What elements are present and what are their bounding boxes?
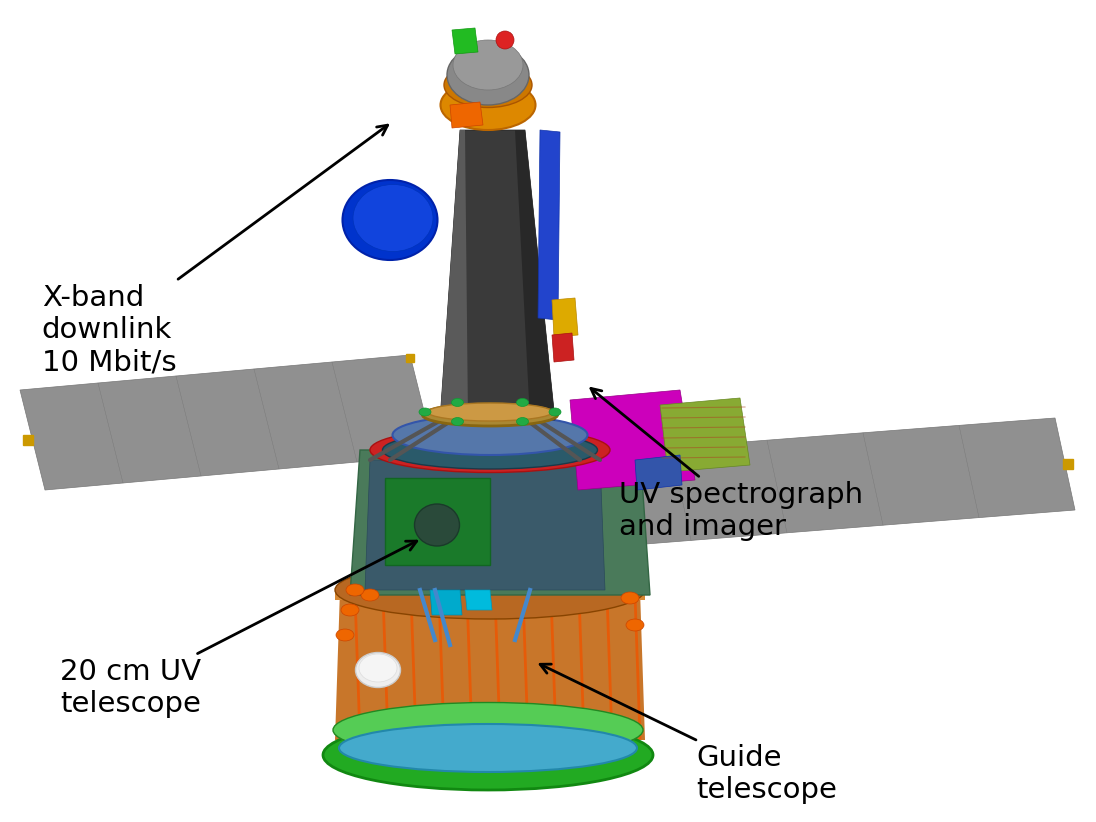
Polygon shape bbox=[450, 102, 483, 128]
Ellipse shape bbox=[452, 399, 464, 406]
Ellipse shape bbox=[441, 80, 536, 130]
Polygon shape bbox=[20, 355, 435, 490]
Ellipse shape bbox=[333, 703, 643, 758]
Ellipse shape bbox=[323, 720, 653, 790]
Ellipse shape bbox=[549, 408, 561, 416]
Polygon shape bbox=[350, 450, 650, 595]
Ellipse shape bbox=[496, 31, 514, 49]
Ellipse shape bbox=[427, 403, 552, 421]
Polygon shape bbox=[430, 590, 463, 615]
Ellipse shape bbox=[516, 418, 528, 426]
Ellipse shape bbox=[414, 504, 459, 546]
Polygon shape bbox=[465, 590, 492, 610]
Ellipse shape bbox=[342, 180, 437, 260]
Ellipse shape bbox=[346, 584, 364, 596]
Polygon shape bbox=[335, 590, 646, 600]
Polygon shape bbox=[365, 460, 605, 590]
Polygon shape bbox=[335, 590, 646, 740]
Polygon shape bbox=[660, 398, 750, 472]
Text: X-band
downlink
10 Mbit/s: X-band downlink 10 Mbit/s bbox=[42, 125, 388, 376]
Polygon shape bbox=[570, 390, 695, 490]
Polygon shape bbox=[439, 130, 468, 420]
Ellipse shape bbox=[626, 619, 644, 631]
Polygon shape bbox=[452, 28, 478, 54]
Ellipse shape bbox=[341, 604, 359, 616]
Polygon shape bbox=[552, 298, 578, 337]
Ellipse shape bbox=[335, 561, 646, 619]
Text: Guide
telescope: Guide telescope bbox=[540, 664, 837, 804]
Ellipse shape bbox=[370, 427, 610, 473]
Ellipse shape bbox=[359, 654, 397, 682]
Ellipse shape bbox=[361, 589, 379, 601]
Ellipse shape bbox=[621, 592, 639, 604]
Polygon shape bbox=[538, 130, 560, 320]
Ellipse shape bbox=[383, 431, 597, 469]
Ellipse shape bbox=[444, 62, 532, 108]
Polygon shape bbox=[552, 333, 574, 362]
Ellipse shape bbox=[453, 40, 523, 90]
Polygon shape bbox=[439, 130, 555, 420]
Ellipse shape bbox=[422, 404, 558, 426]
Polygon shape bbox=[385, 478, 490, 565]
Ellipse shape bbox=[516, 399, 528, 406]
Ellipse shape bbox=[355, 653, 400, 687]
Text: 20 cm UV
telescope: 20 cm UV telescope bbox=[60, 541, 416, 718]
Ellipse shape bbox=[353, 184, 433, 252]
Ellipse shape bbox=[339, 724, 637, 772]
Ellipse shape bbox=[392, 415, 587, 455]
Ellipse shape bbox=[336, 629, 354, 641]
Ellipse shape bbox=[419, 408, 431, 416]
Text: UV spectrograph
and imager: UV spectrograph and imager bbox=[591, 389, 864, 541]
Polygon shape bbox=[515, 130, 555, 420]
Polygon shape bbox=[575, 418, 1075, 548]
Ellipse shape bbox=[452, 418, 464, 426]
Ellipse shape bbox=[447, 45, 529, 105]
Polygon shape bbox=[635, 455, 682, 490]
